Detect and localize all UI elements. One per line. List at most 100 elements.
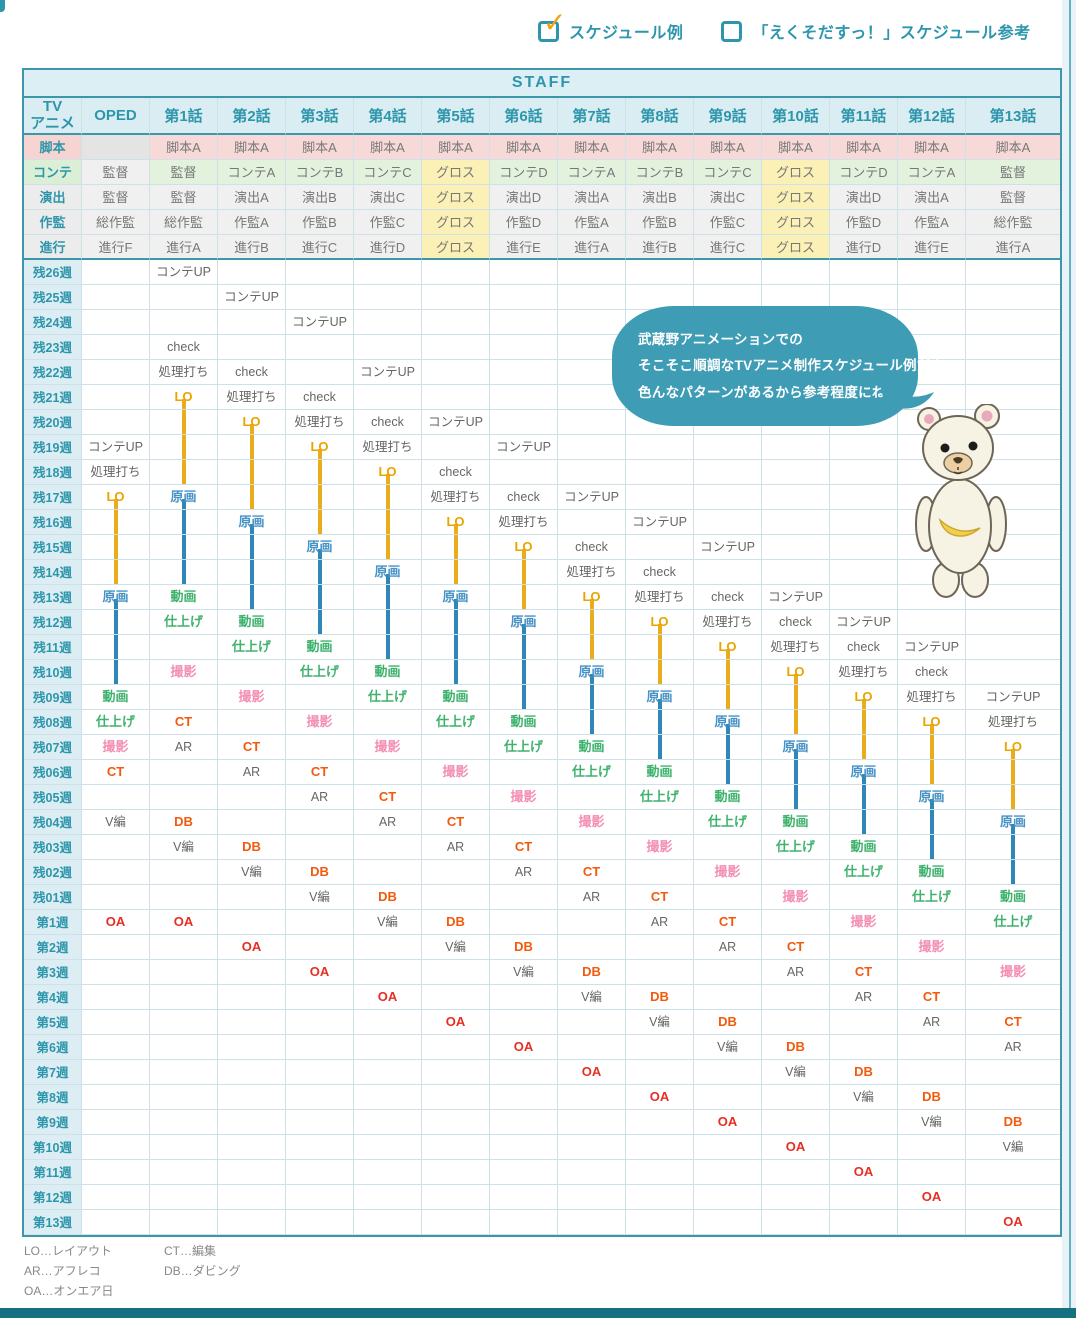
schedule-cell bbox=[150, 309, 218, 335]
staff-assignment-cell: 進行A bbox=[150, 234, 218, 260]
schedule-cell: 撮影 bbox=[150, 659, 218, 685]
phase-line bbox=[385, 534, 390, 559]
schedule-cell: DB bbox=[354, 884, 422, 910]
phase-line bbox=[657, 659, 662, 684]
schedule-cell bbox=[558, 1109, 626, 1135]
schedule-cell: 動画 bbox=[762, 809, 830, 835]
schedule-cell bbox=[830, 1184, 898, 1210]
schedule-cell: 原画 bbox=[694, 709, 762, 735]
schedule-cell bbox=[830, 934, 898, 960]
schedule-cell: OA bbox=[218, 934, 286, 960]
schedule-cell: V編 bbox=[286, 884, 354, 910]
schedule-cell bbox=[354, 384, 422, 410]
phase-line bbox=[453, 609, 458, 634]
phase-line bbox=[113, 599, 118, 609]
schedule-cell: CT bbox=[82, 759, 150, 785]
schedule-cell bbox=[422, 1059, 490, 1085]
schedule-cell bbox=[830, 784, 898, 810]
schedule-cell bbox=[150, 1084, 218, 1110]
schedule-cell: V編 bbox=[82, 809, 150, 835]
schedule-cell: 原画 bbox=[490, 609, 558, 635]
milestone-label: 仕上げ bbox=[571, 763, 611, 779]
phase-line bbox=[521, 584, 526, 609]
schedule-cell bbox=[82, 1009, 150, 1035]
schedule-cell: 動画 bbox=[150, 584, 218, 610]
week-row-label: 残22週 bbox=[24, 359, 82, 385]
milestone-label: 撮影 bbox=[999, 963, 1026, 979]
schedule-cell: 原画 bbox=[150, 484, 218, 510]
milestone-label: LO bbox=[718, 638, 737, 654]
schedule-cell bbox=[694, 684, 762, 710]
schedule-cell: 仕上げ bbox=[898, 884, 966, 910]
schedule-cell: CT bbox=[694, 909, 762, 935]
phase-line bbox=[929, 724, 934, 734]
milestone-label: CT bbox=[786, 938, 805, 954]
speech-bubble-tail bbox=[880, 384, 934, 409]
week-row-label: 残21週 bbox=[24, 384, 82, 410]
schedule-cell: 仕上げ bbox=[762, 834, 830, 860]
schedule-cell bbox=[626, 1134, 694, 1160]
schedule-cell bbox=[558, 434, 626, 460]
milestone-label: コンテUP bbox=[700, 539, 755, 554]
schedule-cell: 処理打ち bbox=[966, 709, 1060, 735]
schedule-cell bbox=[626, 809, 694, 835]
schedule-cell bbox=[422, 1034, 490, 1060]
week-row-label: 残14週 bbox=[24, 559, 82, 585]
milestone-label: CT bbox=[582, 863, 601, 879]
schedule-cell: 撮影 bbox=[558, 809, 626, 835]
phase-line bbox=[589, 709, 594, 734]
schedule-cell: 撮影 bbox=[966, 959, 1060, 985]
milestone-label: DB bbox=[242, 838, 261, 854]
phase-line bbox=[793, 784, 798, 809]
staff-assignment-cell: 進行C bbox=[694, 234, 762, 260]
schedule-cell bbox=[558, 259, 626, 285]
schedule-cell bbox=[762, 784, 830, 810]
schedule-cell: OA bbox=[490, 1034, 558, 1060]
milestone-label: CT bbox=[174, 713, 193, 729]
week-row-label: 残20週 bbox=[24, 409, 82, 435]
schedule-cell bbox=[490, 1184, 558, 1210]
schedule-cell bbox=[558, 309, 626, 335]
schedule-cell bbox=[354, 1159, 422, 1185]
milestone-label: check bbox=[235, 364, 268, 379]
milestone-label: CT bbox=[242, 738, 261, 754]
page-bottom-bar bbox=[0, 1308, 1076, 1318]
staff-assignment-cell: グロス bbox=[762, 184, 830, 210]
phase-line bbox=[1011, 784, 1015, 809]
filter-schedule-example[interactable]: ✓ スケジュール例 bbox=[538, 8, 683, 43]
week-row-label: 残19週 bbox=[24, 434, 82, 460]
schedule-cell bbox=[150, 409, 218, 435]
schedule-cell: check bbox=[830, 634, 898, 660]
checkbox-unchecked-icon[interactable] bbox=[721, 20, 743, 42]
milestone-label: 仕上げ bbox=[95, 713, 135, 729]
schedule-cell bbox=[966, 784, 1060, 810]
schedule-cell bbox=[694, 734, 762, 760]
phase-line bbox=[725, 684, 730, 709]
schedule-cell: 動画 bbox=[558, 734, 626, 760]
week-row-label: 残26週 bbox=[24, 259, 82, 285]
schedule-cell bbox=[830, 584, 898, 610]
schedule-cell bbox=[354, 959, 422, 985]
checkbox-checked-icon[interactable]: ✓ bbox=[538, 8, 566, 42]
filter-exodus-reference[interactable]: 「えくそだすっ！」スケジュール参考 bbox=[721, 19, 1030, 43]
schedule-cell bbox=[694, 1059, 762, 1085]
phase-line bbox=[793, 749, 798, 759]
schedule-cell: 撮影 bbox=[694, 859, 762, 885]
milestone-label: 処理打ち bbox=[294, 414, 345, 429]
week-row-label: 第2週 bbox=[24, 934, 82, 960]
schedule-cell bbox=[626, 1034, 694, 1060]
schedule-cell: 処理打ち bbox=[354, 434, 422, 460]
milestone-label: V編 bbox=[445, 939, 466, 954]
phase-line bbox=[249, 534, 254, 559]
phase-line bbox=[453, 659, 458, 684]
schedule-cell bbox=[966, 1059, 1060, 1085]
schedule-cell: コンテUP bbox=[830, 609, 898, 635]
schedule-cell bbox=[490, 909, 558, 935]
schedule-cell: check bbox=[286, 384, 354, 410]
schedule-cell bbox=[286, 1109, 354, 1135]
milestone-label: 撮影 bbox=[782, 888, 809, 904]
schedule-cell bbox=[218, 1209, 286, 1235]
milestone-label: LO bbox=[242, 413, 261, 429]
schedule-cell bbox=[898, 259, 966, 285]
milestone-label: 処理打ち bbox=[566, 564, 617, 579]
